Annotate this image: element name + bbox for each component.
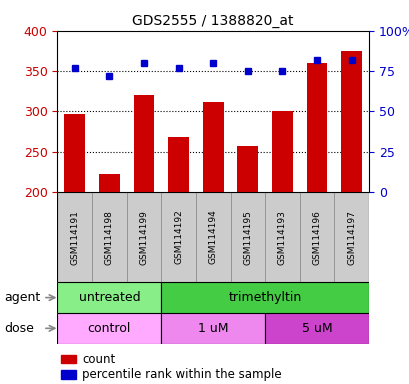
- Text: agent: agent: [4, 291, 40, 304]
- Text: percentile rank within the sample: percentile rank within the sample: [82, 368, 281, 381]
- Text: control: control: [88, 322, 131, 335]
- Bar: [306, 63, 327, 192]
- Text: GSM114197: GSM114197: [346, 210, 355, 265]
- Text: 1 uM: 1 uM: [198, 322, 228, 335]
- Bar: [299, 192, 334, 282]
- Bar: [334, 192, 368, 282]
- Bar: [168, 137, 189, 192]
- Bar: [57, 313, 161, 344]
- Bar: [272, 111, 292, 192]
- Bar: [161, 192, 196, 282]
- Bar: [61, 370, 76, 379]
- Bar: [265, 313, 368, 344]
- Text: GSM114195: GSM114195: [243, 210, 252, 265]
- Text: GSM114193: GSM114193: [277, 210, 286, 265]
- Text: GSM114191: GSM114191: [70, 210, 79, 265]
- Bar: [57, 282, 161, 313]
- Text: untreated: untreated: [79, 291, 140, 304]
- Bar: [126, 192, 161, 282]
- Bar: [196, 192, 230, 282]
- Bar: [99, 174, 119, 192]
- Bar: [61, 355, 76, 363]
- Bar: [57, 192, 92, 282]
- Text: GSM114196: GSM114196: [312, 210, 321, 265]
- Text: 5 uM: 5 uM: [301, 322, 332, 335]
- Bar: [230, 192, 265, 282]
- Text: trimethyltin: trimethyltin: [228, 291, 301, 304]
- Bar: [161, 313, 265, 344]
- Text: GSM114198: GSM114198: [105, 210, 114, 265]
- Text: GSM114194: GSM114194: [208, 210, 217, 265]
- Bar: [265, 192, 299, 282]
- Bar: [133, 95, 154, 192]
- Bar: [64, 114, 85, 192]
- Text: dose: dose: [4, 322, 34, 335]
- Bar: [340, 51, 361, 192]
- Bar: [237, 146, 258, 192]
- Title: GDS2555 / 1388820_at: GDS2555 / 1388820_at: [132, 14, 293, 28]
- Text: GSM114199: GSM114199: [139, 210, 148, 265]
- Bar: [92, 192, 126, 282]
- Bar: [161, 282, 368, 313]
- Text: count: count: [82, 353, 115, 366]
- Text: GSM114192: GSM114192: [174, 210, 183, 265]
- Bar: [202, 103, 223, 192]
